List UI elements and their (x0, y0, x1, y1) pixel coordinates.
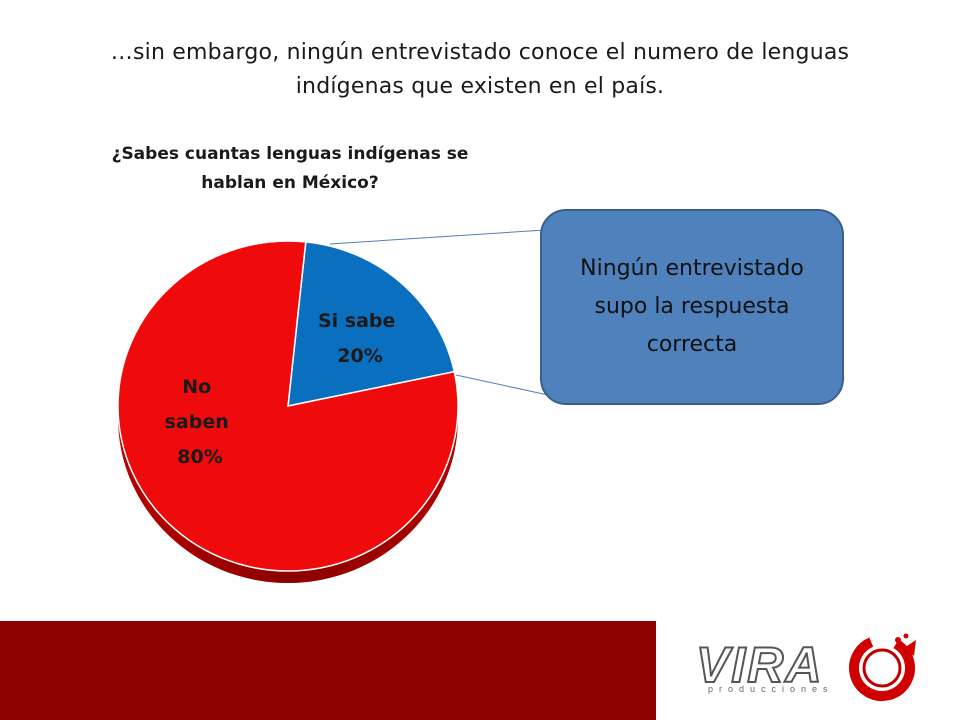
callout-leader-bottom (455, 374, 549, 396)
slice-label-si-sabe: Si sabe 20% (318, 310, 402, 367)
vira-logo: VIRA producciones (690, 620, 930, 710)
logo-subtitle: producciones (708, 684, 834, 694)
slide-title: …sin embargo, ningún entrevistado conoce… (110, 40, 850, 99)
callout-text: Ningún entrevistado supo la respuesta co… (580, 256, 804, 357)
logo-refresh-icon (849, 633, 916, 701)
callout-box: Ningún entrevistado supo la respuesta co… (540, 209, 844, 405)
callout-leader-top (329, 229, 546, 245)
pie-slice-si-sabe (287, 241, 456, 407)
pie-chart: Si sabe 20% No saben 80% (117, 229, 549, 583)
slice-label-no-saben: No saben 80% (165, 376, 236, 468)
footer-bar (0, 621, 656, 720)
pie-slice-no-saben (117, 240, 459, 572)
chart-title: ¿Sabes cuantas lenguas indígenas se habl… (111, 144, 469, 193)
logo-word: VIRA (695, 637, 824, 693)
